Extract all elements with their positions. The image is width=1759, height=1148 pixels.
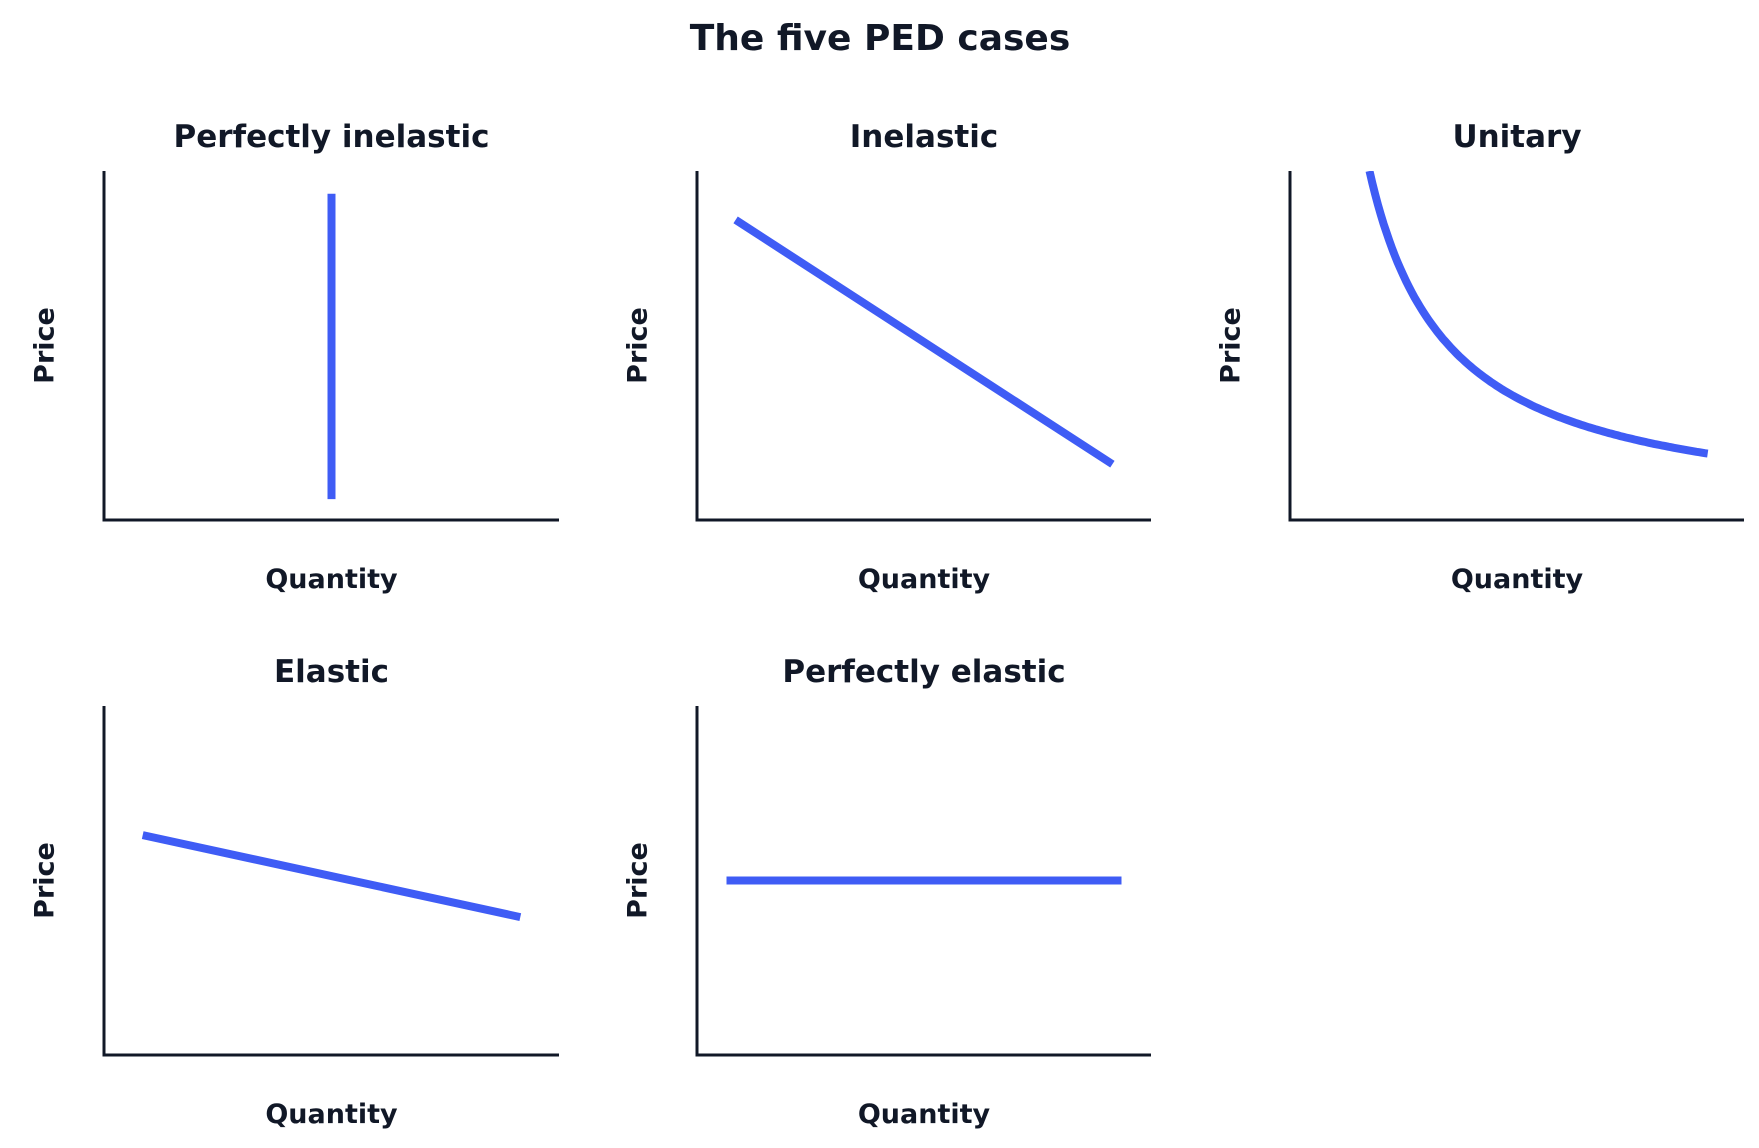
panel-title: Perfectly elastic [782,654,1065,690]
figure-title: The five PED cases [690,18,1071,59]
y-axis-label: Price [30,307,61,384]
y-axis-label: Price [623,307,654,384]
panel-2: Inelastic Quantity Price [623,119,1151,595]
panel-1: Perfectly inelastic Quantity Price [30,119,559,595]
axis-spines [102,706,559,1057]
panel-5: Perfectly elastic Quantity Price [623,654,1151,1130]
panel-3: Unitary Quantity Price [1216,119,1744,595]
axis-spines [1288,171,1744,522]
demand-curve [1365,171,1709,458]
demand-curve [141,831,522,922]
y-axis-label: Price [623,842,654,919]
axis-spines [695,171,1151,522]
x-axis-label: Quantity [265,564,398,595]
y-axis-label: Price [1216,307,1247,384]
axis-spines [695,706,1151,1057]
axis-spines [102,171,559,522]
y-axis-label: Price [30,842,61,919]
panel-title: Inelastic [850,119,998,155]
panel-4: Elastic Quantity Price [30,654,559,1130]
demand-curve [733,216,1115,468]
panel-title: Perfectly inelastic [174,119,490,155]
x-axis-label: Quantity [265,1099,398,1130]
x-axis-label: Quantity [1451,564,1584,595]
x-axis-label: Quantity [858,564,991,595]
panel-title: Elastic [274,654,389,690]
panel-title: Unitary [1452,119,1581,155]
x-axis-label: Quantity [858,1099,991,1130]
